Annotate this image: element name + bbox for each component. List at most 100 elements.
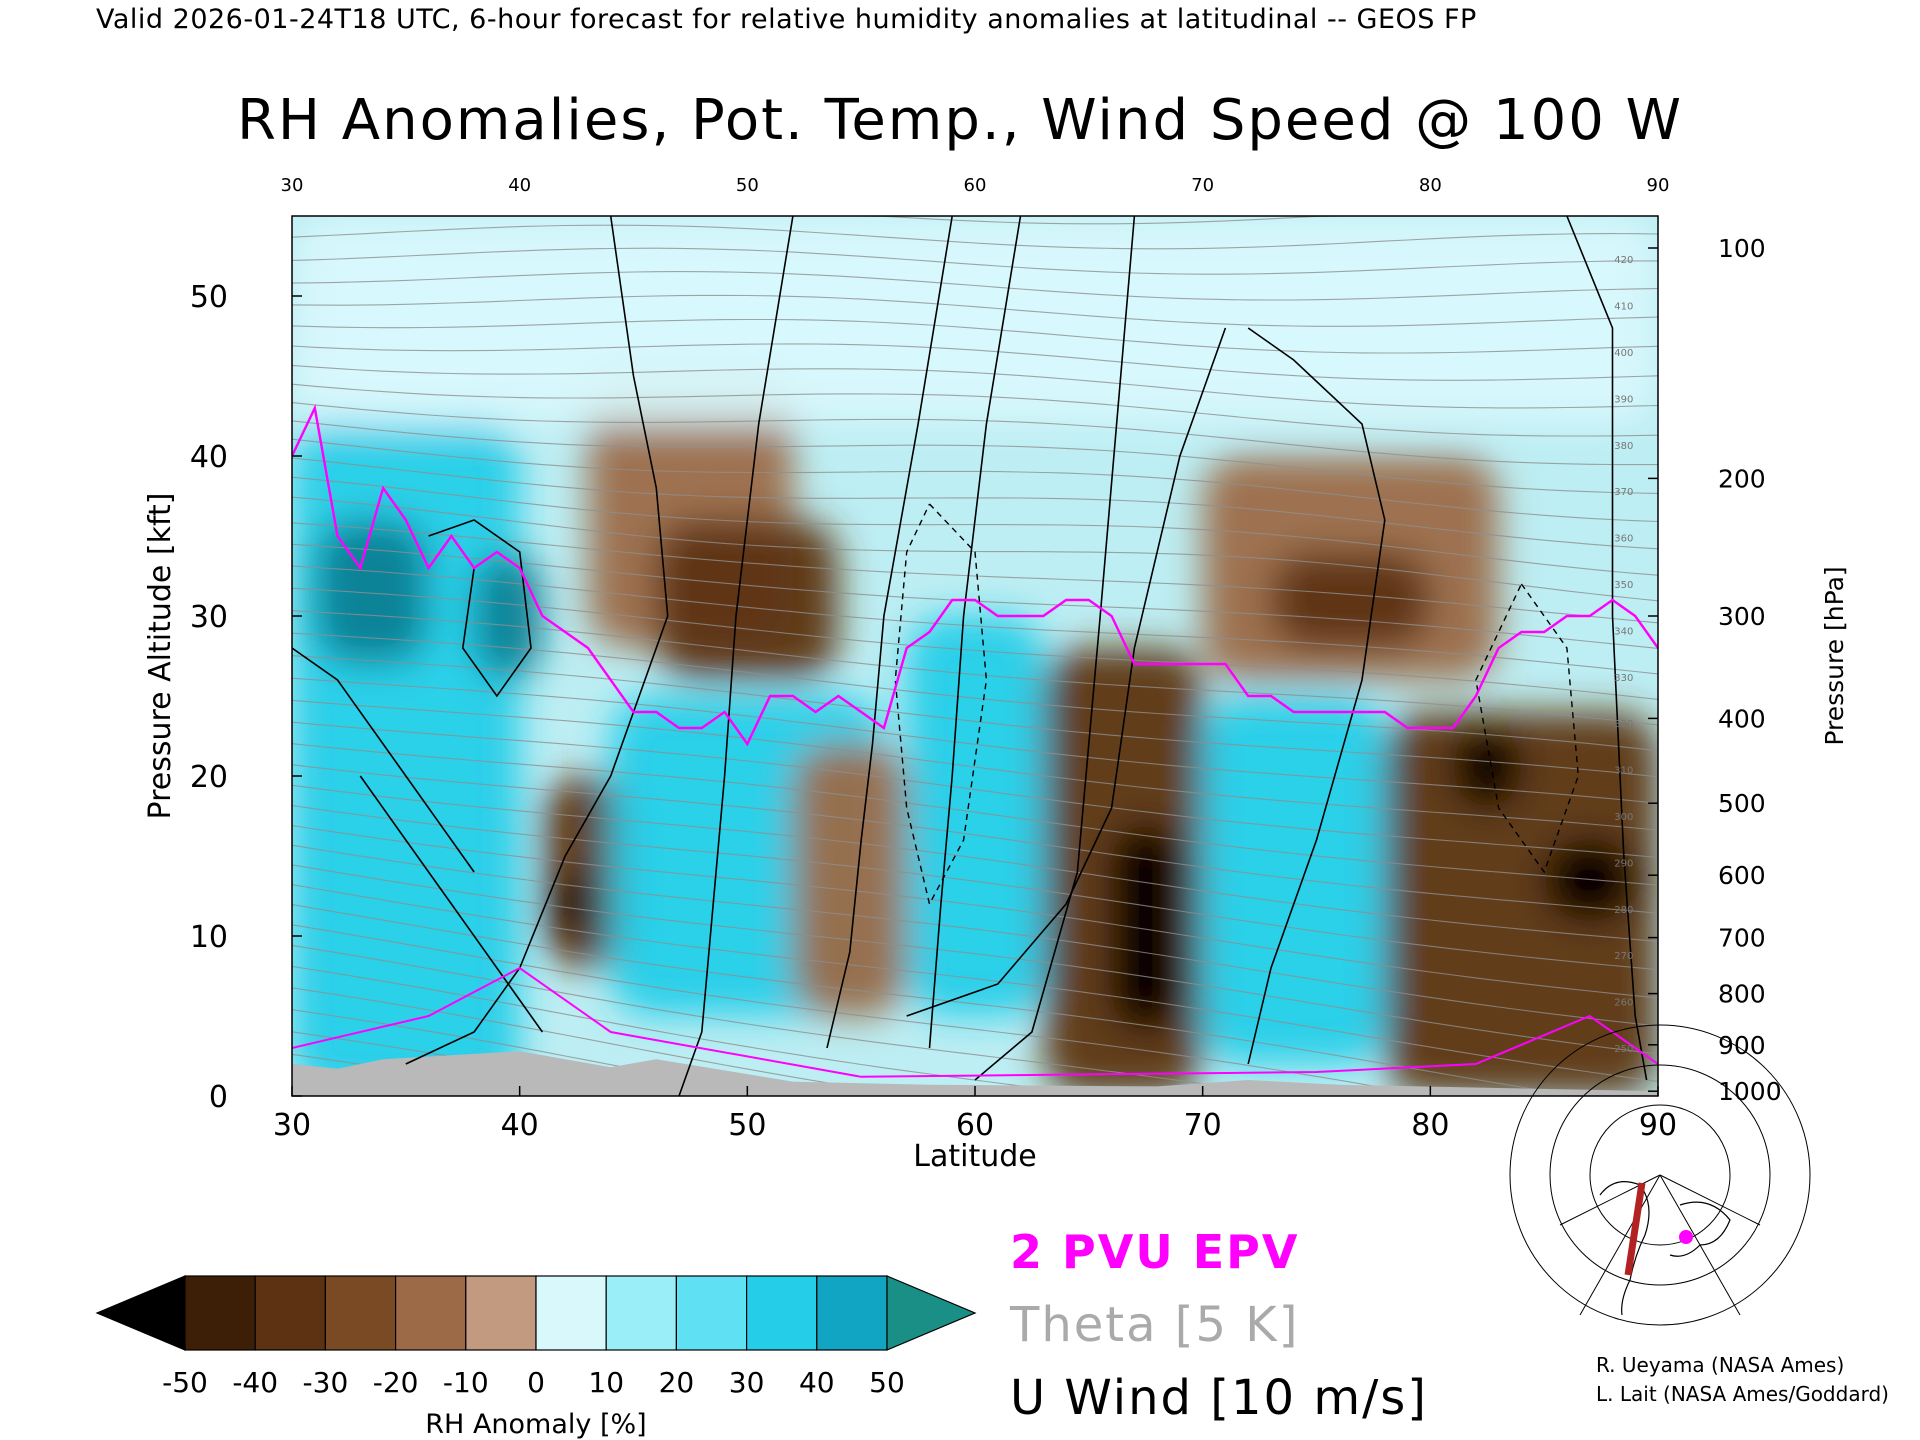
colorbar-segment — [816, 1275, 888, 1351]
pressure-tick-label: 700 — [1718, 924, 1766, 953]
x-top-tick-label: 70 — [1191, 175, 1214, 196]
rh-anomaly-region — [1202, 696, 1385, 1064]
epv-low-level-line — [292, 966, 1658, 1078]
colorbar-tick-label: -30 — [303, 1366, 349, 1399]
u-wind-contour — [928, 216, 1022, 1049]
x-top-tick-label: 60 — [964, 175, 987, 196]
colorbar-segment — [184, 1275, 256, 1351]
theta-contour — [292, 587, 1658, 700]
theta-contour — [292, 420, 1658, 494]
theta-level-label: 330 — [1614, 673, 1633, 684]
theta-level-label: 370 — [1614, 487, 1633, 498]
epv-2pvu-line — [292, 404, 1658, 747]
pressure-tick-label: 300 — [1718, 602, 1766, 631]
rh-anomaly-region — [474, 552, 543, 680]
theta-contour — [292, 764, 1658, 914]
x-top-tick-label: 30 — [281, 175, 304, 196]
pressure-tick-label: 400 — [1718, 704, 1766, 733]
theta-level-label: 290 — [1614, 858, 1633, 869]
u-wind-negative-contour — [894, 503, 988, 906]
colorbar-label: RH Anomaly [%] — [425, 1409, 646, 1440]
inset-location-marker — [1679, 1230, 1693, 1244]
colorbar-tick-label: 10 — [588, 1366, 624, 1399]
theta-contour — [292, 804, 1658, 971]
colorbar-under-triangle — [95, 1275, 186, 1351]
theta-contour — [292, 496, 1658, 602]
credit-line-2: L. Lait (NASA Ames/Goddard) — [1596, 1382, 1889, 1406]
pressure-tick-label: 900 — [1718, 1031, 1766, 1060]
topography-fill — [292, 1051, 1658, 1096]
u-wind-contour — [826, 216, 953, 1049]
u-wind-contour — [974, 216, 1136, 1081]
y-tick-label: 10 — [190, 920, 228, 955]
inset-coastline — [1599, 1181, 1731, 1316]
rh-anomaly-region — [792, 744, 907, 1016]
theta-contour — [292, 402, 1658, 466]
pressure-tick-label: 800 — [1718, 980, 1766, 1009]
x-top-tick-label: 50 — [736, 175, 759, 196]
theta-contour — [292, 224, 1658, 250]
colorbar-tick-label: 0 — [527, 1366, 545, 1399]
theta-contour — [292, 987, 1658, 1096]
credit-line-1: R. Ueyama (NASA Ames) — [1596, 1353, 1845, 1377]
colorbar-tick-label: 30 — [729, 1366, 765, 1399]
u-wind-contour — [678, 216, 794, 1096]
theta-level-label: 270 — [1614, 951, 1633, 962]
theta-contour — [292, 247, 1658, 275]
colorbar-tick-label: 20 — [659, 1366, 695, 1399]
theta-contour — [292, 343, 1658, 381]
theta-level-label: 350 — [1614, 580, 1633, 591]
y-tick-label: 30 — [190, 600, 228, 635]
theta-level-label: 340 — [1614, 626, 1633, 637]
uwind-legend-label: U Wind [10 m/s] — [1010, 1370, 1429, 1426]
theta-contour — [292, 610, 1658, 726]
theta-contour — [292, 216, 1658, 225]
theta-contour — [292, 944, 1658, 1096]
x-tick-label: 40 — [501, 1108, 539, 1143]
theta-contour — [292, 632, 1658, 752]
theta-contour — [292, 383, 1658, 437]
theta-level-label: 420 — [1614, 255, 1633, 266]
theta-legend-label: Theta [5 K] — [1010, 1297, 1300, 1353]
theta-level-label: 320 — [1614, 719, 1633, 730]
y-tick-label: 0 — [209, 1080, 228, 1115]
u-wind-contour — [405, 216, 669, 1065]
x-top-tick-label: 80 — [1419, 175, 1442, 196]
pressure-tick-label: 500 — [1718, 789, 1766, 818]
u-wind-contour — [292, 647, 475, 873]
u-wind-negative-contour — [1475, 583, 1580, 874]
theta-contour — [292, 677, 1658, 804]
theta-level-label: 400 — [1614, 348, 1633, 359]
theta-contour — [292, 655, 1658, 778]
x-tick-label: 70 — [1184, 1108, 1222, 1143]
theta-contour — [292, 904, 1658, 1096]
y-tick-label: 50 — [190, 280, 228, 315]
theta-contour — [292, 457, 1658, 550]
rh-anomaly-region — [1453, 728, 1522, 808]
y-axis-label: Pressure Altitude [kft] — [143, 493, 178, 820]
pressure-tick-label: 1000 — [1718, 1077, 1782, 1106]
u-wind-contour — [906, 327, 1227, 1017]
rh-anomaly-region — [1384, 712, 1658, 1096]
x-top-tick-label: 40 — [508, 175, 531, 196]
x-axis-label: Latitude — [913, 1139, 1036, 1174]
epv-legend-label: 2 PVU EPV — [1010, 1225, 1300, 1279]
colorbar-tick-label: 50 — [869, 1366, 905, 1399]
rh-anomaly-region — [656, 520, 839, 680]
colorbar-tick-label: -20 — [373, 1366, 419, 1399]
y-tick-label: 20 — [190, 760, 228, 795]
theta-contour — [292, 721, 1658, 859]
colorbar-segment — [465, 1275, 537, 1351]
colorbar-segment — [324, 1275, 397, 1351]
x-tick-label: 80 — [1411, 1108, 1449, 1143]
colorbar-tick-label: -50 — [162, 1366, 208, 1399]
rh-anomaly-region — [1270, 552, 1431, 648]
x-tick-label: 50 — [728, 1108, 766, 1143]
theta-level-label: 380 — [1614, 441, 1633, 452]
theta-level-label: 410 — [1614, 302, 1633, 313]
theta-contour — [292, 784, 1658, 942]
rh-anomaly-region — [1111, 824, 1180, 1032]
inset-section-line — [1624, 1182, 1646, 1276]
pressure-tick-label: 200 — [1718, 464, 1766, 493]
